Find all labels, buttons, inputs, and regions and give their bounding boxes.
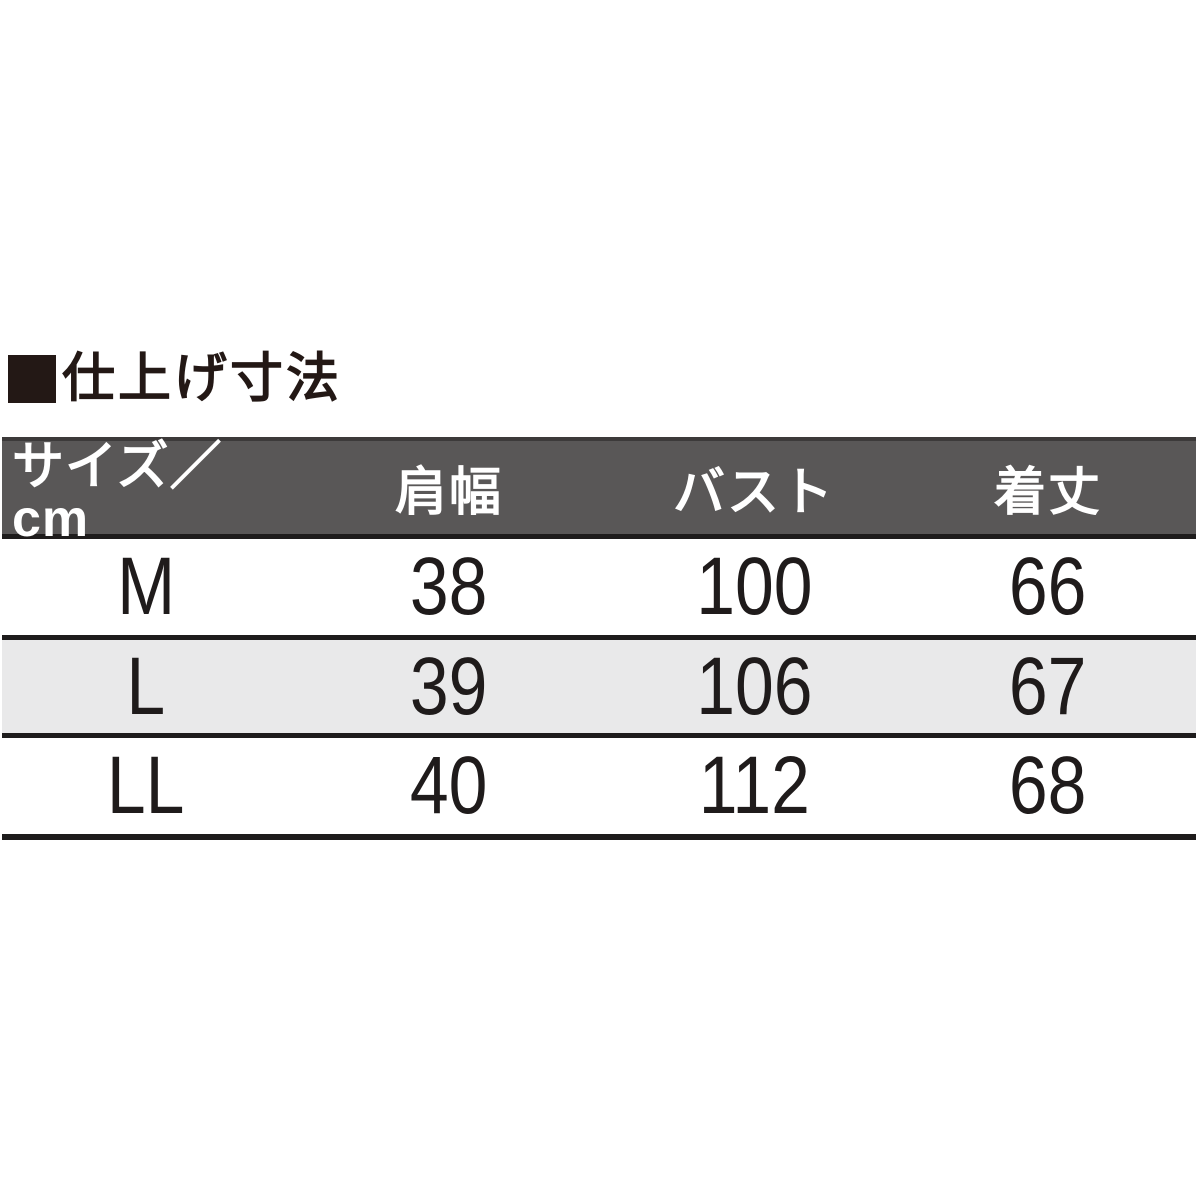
- header-shoulder-width: 肩幅: [394, 464, 503, 522]
- table-row-size-ll: LL 40 112 68: [2, 738, 1196, 834]
- header-size-unit: サイズ／cm: [12, 438, 223, 548]
- size-table-header-row: サイズ／cm 肩幅 バスト 着丈: [2, 437, 1196, 545]
- size-label: L: [126, 640, 166, 732]
- header-bust: バスト: [672, 464, 835, 522]
- section-title-text: 仕上げ寸法: [62, 349, 342, 408]
- bust-value: 112: [698, 740, 810, 831]
- section-title: 仕上げ寸法: [8, 352, 342, 405]
- size-table: サイズ／cm 肩幅 バスト 着丈 M 38 100 66 L 39 106 67…: [2, 437, 1196, 840]
- header-length: 着丈: [993, 464, 1102, 522]
- bust-value: 100: [695, 541, 813, 632]
- length-value: 67: [1009, 640, 1087, 732]
- shoulder-width-value: 40: [410, 740, 488, 831]
- black-square-bullet-icon: [8, 354, 56, 403]
- length-value: 66: [1009, 541, 1087, 632]
- shoulder-width-value: 38: [410, 541, 488, 632]
- shoulder-width-value: 39: [410, 640, 488, 732]
- bust-value: 106: [695, 640, 813, 732]
- size-label: M: [116, 541, 176, 632]
- table-row-size-m: M 38 100 66: [2, 539, 1196, 635]
- size-label: LL: [107, 740, 185, 831]
- length-value: 68: [1009, 740, 1087, 831]
- table-row-size-l: L 39 106 67: [2, 635, 1196, 738]
